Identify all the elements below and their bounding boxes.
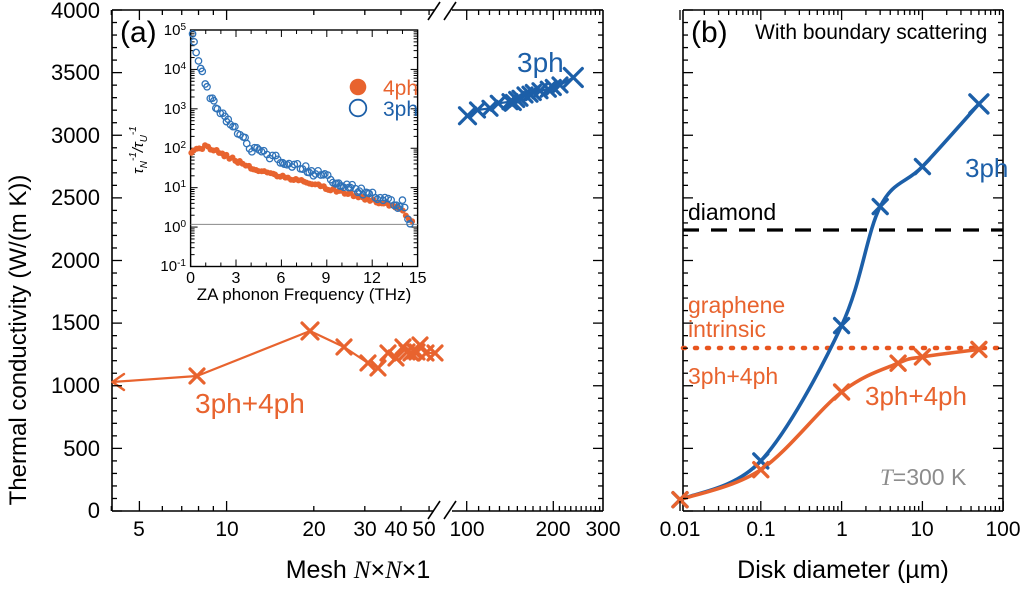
svg-text:1: 1 — [836, 518, 848, 541]
svg-text:3ph+4ph: 3ph+4ph — [865, 381, 967, 411]
svg-text:500: 500 — [63, 436, 100, 461]
svg-text:10: 10 — [215, 518, 238, 541]
svg-text:3ph: 3ph — [517, 47, 564, 78]
svg-text:3ph: 3ph — [383, 98, 418, 121]
svg-text:graphene: graphene — [688, 292, 785, 318]
svg-text:50: 50 — [412, 518, 435, 541]
svg-text:(b): (b) — [691, 16, 728, 49]
svg-text:200: 200 — [535, 518, 570, 541]
svg-text:0: 0 — [186, 270, 195, 287]
svg-text:3ph: 3ph — [965, 153, 1008, 183]
svg-text:20: 20 — [302, 518, 325, 541]
svg-text:100: 100 — [449, 518, 484, 541]
svg-text:1500: 1500 — [51, 310, 100, 335]
svg-text:0.01: 0.01 — [660, 518, 701, 541]
svg-text:30: 30 — [353, 518, 376, 541]
svg-text:4000: 4000 — [51, 0, 100, 23]
svg-text:5: 5 — [133, 518, 145, 541]
svg-text:intrinsic: intrinsic — [688, 316, 766, 342]
svg-text:2500: 2500 — [51, 185, 100, 210]
svg-text:3ph+4ph: 3ph+4ph — [688, 363, 778, 389]
svg-text:With boundary scattering: With boundary scattering — [755, 21, 987, 44]
svg-text:ZA phonon Frequency (THz): ZA phonon Frequency (THz) — [197, 285, 411, 304]
svg-text:15: 15 — [409, 270, 427, 287]
svg-text:Disk diameter (µm): Disk diameter (µm) — [737, 556, 949, 584]
svg-text:0: 0 — [88, 498, 100, 523]
svg-text:100: 100 — [985, 518, 1020, 541]
svg-text:3500: 3500 — [51, 60, 100, 85]
svg-text:40: 40 — [384, 518, 407, 541]
svg-text:300: 300 — [585, 518, 620, 541]
svg-text:3ph+4ph: 3ph+4ph — [195, 388, 305, 419]
svg-text:diamond: diamond — [688, 199, 776, 225]
svg-text:2000: 2000 — [51, 248, 100, 273]
svg-text:(a): (a) — [120, 16, 157, 49]
svg-text:Thermal conductivity (W/(m K)): Thermal conductivity (W/(m K)) — [5, 175, 32, 506]
svg-text:0.1: 0.1 — [746, 518, 775, 541]
svg-text:1000: 1000 — [51, 373, 100, 398]
svg-text:T=300 K: T=300 K — [880, 464, 967, 490]
svg-text:Mesh N×N×1: Mesh N×N×1 — [286, 556, 431, 584]
svg-text:4ph: 4ph — [383, 77, 418, 100]
svg-text:3000: 3000 — [51, 123, 100, 148]
svg-text:10: 10 — [910, 518, 933, 541]
